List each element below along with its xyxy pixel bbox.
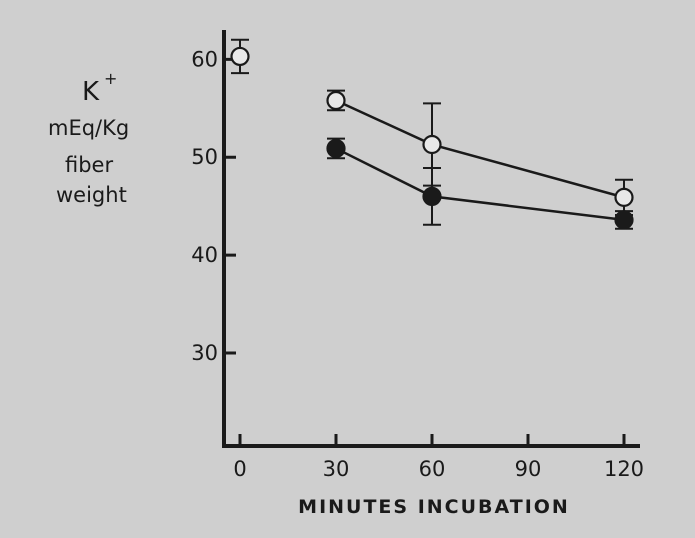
x-axis-title: MINUTES INCUBATION xyxy=(298,496,570,518)
x-tick-label: 30 xyxy=(323,457,350,481)
y-tick-label: 40 xyxy=(191,243,218,267)
x-tick-label: 60 xyxy=(419,457,446,481)
x-tick-label: 0 xyxy=(233,457,246,481)
filled-circle-point xyxy=(422,186,442,206)
x-tick-label: 90 xyxy=(515,457,542,481)
y-label-weight: weight xyxy=(56,183,127,207)
open-circle-point xyxy=(230,46,250,67)
y-tick-label: 60 xyxy=(191,47,218,71)
open-circle-point xyxy=(326,90,346,111)
open-circle-point xyxy=(422,134,442,155)
y-label-units: mEq/Kg xyxy=(48,116,129,140)
ticks: 0 30 60 90 120 30 40 50 60 xyxy=(191,47,644,481)
series-line-open xyxy=(335,99,625,199)
data-points xyxy=(230,46,634,230)
y-label-fiber: fiber xyxy=(65,153,113,177)
y-label-k: K xyxy=(82,77,100,107)
filled-circle-point xyxy=(326,138,346,159)
y-tick-label: 30 xyxy=(191,341,218,365)
filled-circle-point xyxy=(614,210,634,230)
x-tick-label: 120 xyxy=(604,457,644,481)
series-line-filled xyxy=(335,147,625,222)
y-label-plus: + xyxy=(104,69,117,88)
open-circle-point xyxy=(614,187,634,207)
axes xyxy=(222,30,640,448)
series-lines xyxy=(335,99,625,222)
y-axis-label: K + mEq/Kg fiber weight xyxy=(48,69,129,207)
y-tick-label: 50 xyxy=(191,145,218,169)
